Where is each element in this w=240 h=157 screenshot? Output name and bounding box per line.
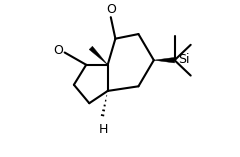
Polygon shape (154, 57, 174, 63)
Text: O: O (106, 3, 116, 16)
Polygon shape (89, 46, 108, 65)
Text: H: H (98, 123, 108, 136)
Text: O: O (53, 44, 63, 57)
Text: Si: Si (178, 53, 190, 66)
